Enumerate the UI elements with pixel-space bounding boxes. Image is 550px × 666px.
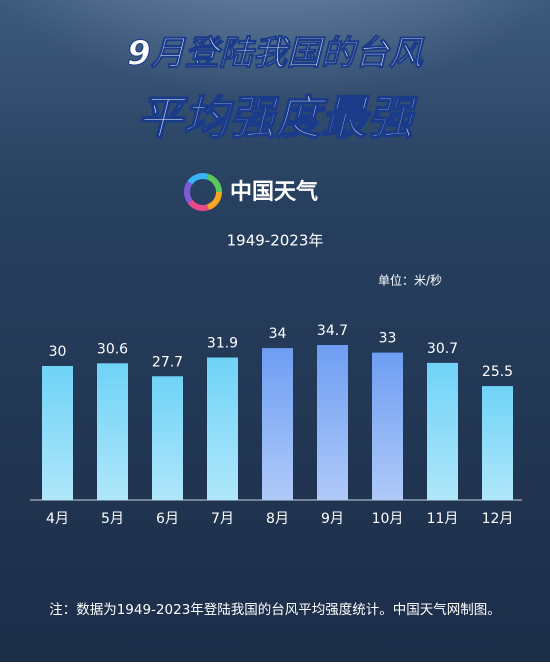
x-tick-label: 12月 xyxy=(482,511,514,527)
value-label: 31.9 xyxy=(207,336,238,352)
x-tick-label: 5月 xyxy=(101,511,124,527)
value-label: 27.7 xyxy=(152,354,183,370)
bar-shade xyxy=(97,363,128,500)
cloud xyxy=(0,0,550,260)
x-tick-label: 10月 xyxy=(372,511,404,527)
logo-text: 中国天气 xyxy=(230,179,318,205)
bar-shade xyxy=(427,362,458,500)
note: 注：数据为1949-2023年登陆我国的台风平均强度统计。中国天气网制图。 xyxy=(49,602,501,618)
bar-shade xyxy=(262,348,293,500)
x-tick-label: 4月 xyxy=(46,511,69,527)
x-tick-label: 7月 xyxy=(211,511,234,527)
unit: 单位：米/秒 xyxy=(378,273,442,288)
x-tick-label: 9月 xyxy=(321,511,344,527)
title-line2: 平均强度最强 xyxy=(137,91,418,145)
logo-icon xyxy=(184,173,222,211)
value-label: 34 xyxy=(269,326,287,342)
x-tick-label: 8月 xyxy=(266,511,289,527)
value-label: 25.5 xyxy=(482,364,513,380)
value-label: 33 xyxy=(379,331,397,347)
x-tick-label: 11月 xyxy=(427,511,459,527)
bar-shade xyxy=(482,386,513,500)
value-label: 30 xyxy=(49,344,67,360)
x-tick-label: 6月 xyxy=(156,511,179,527)
bar-shade xyxy=(207,357,238,500)
bar-shade xyxy=(372,352,403,500)
title-line1: 9月登陆我国的台风 xyxy=(127,34,425,74)
bar-shade xyxy=(42,365,73,500)
value-label: 30.7 xyxy=(427,341,458,357)
value-label: 30.6 xyxy=(97,341,128,357)
bar-shade xyxy=(152,376,183,500)
value-label: 34.7 xyxy=(317,323,348,339)
subtitle: 1949-2023年 xyxy=(227,232,324,250)
bar-shade xyxy=(317,345,348,500)
